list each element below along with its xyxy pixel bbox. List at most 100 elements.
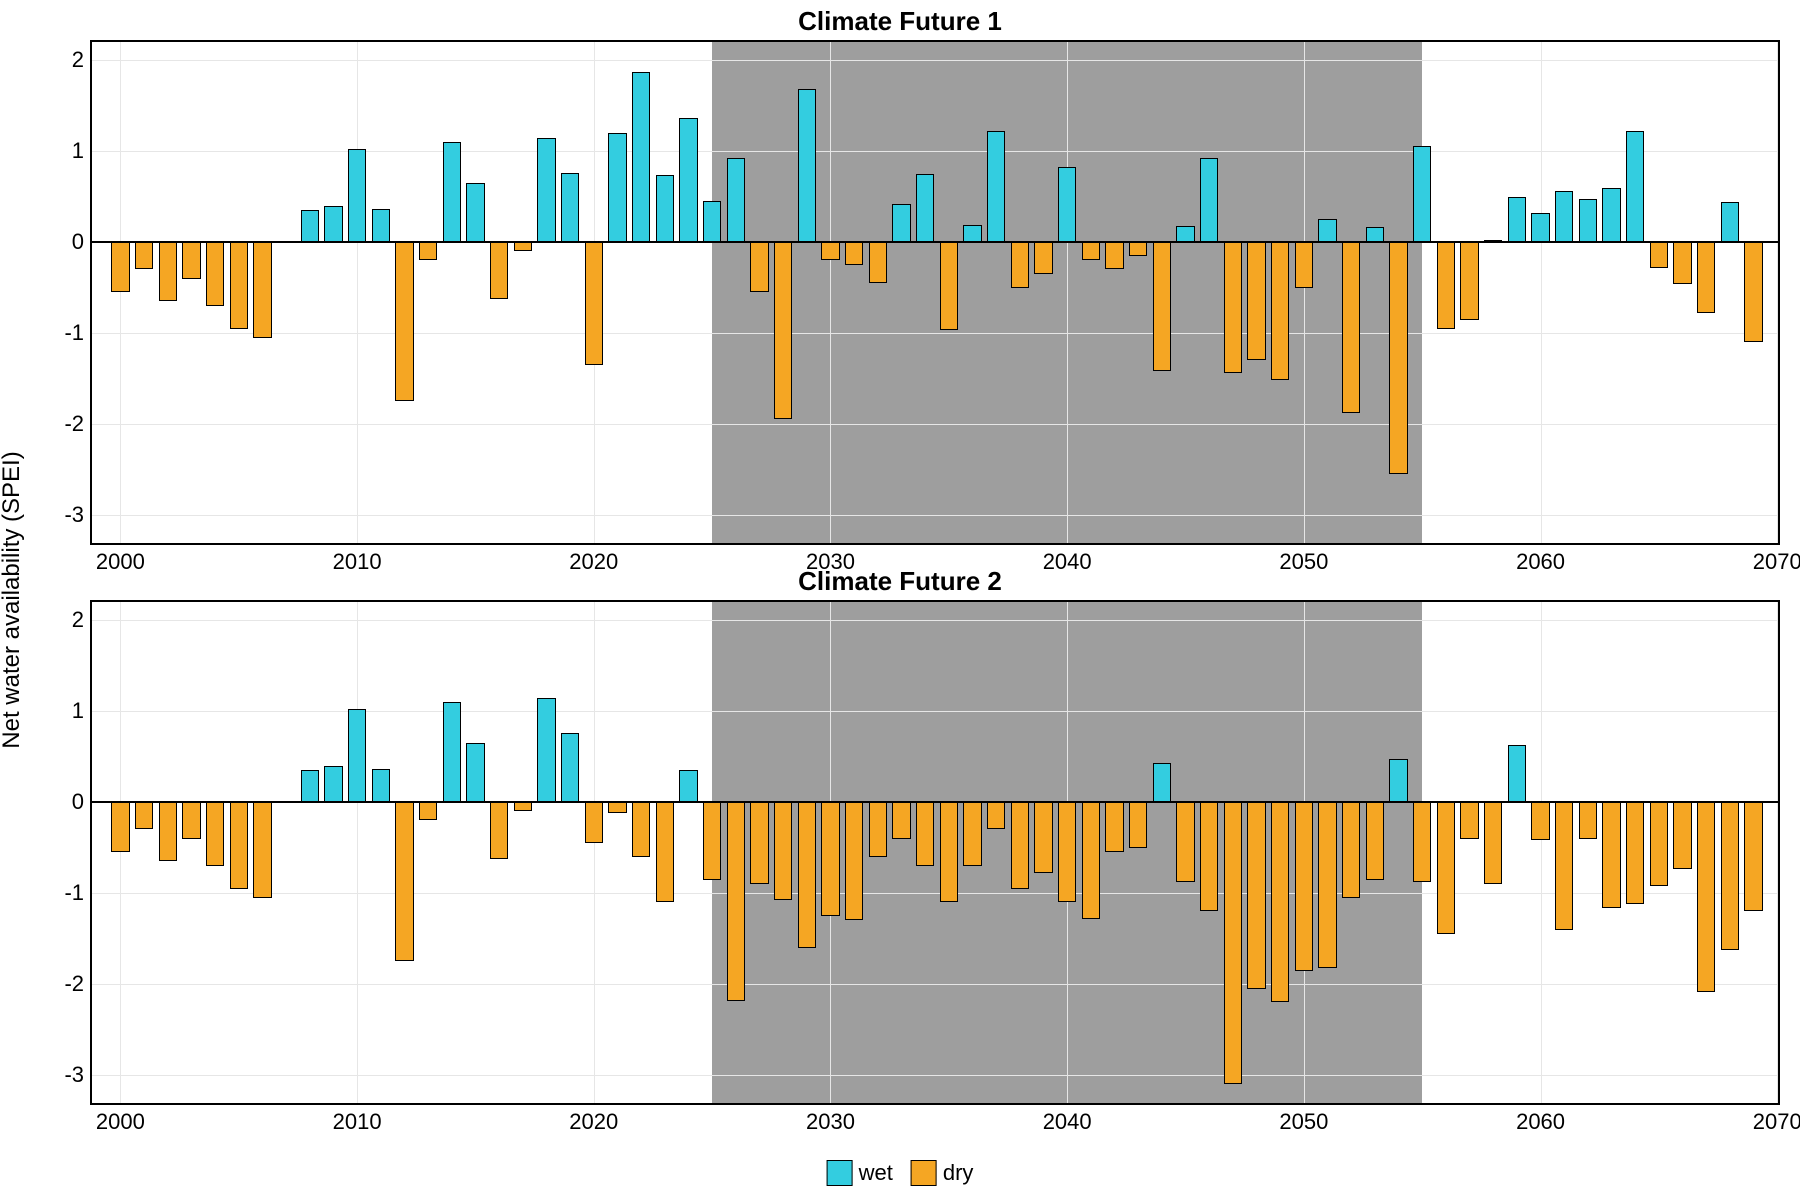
legend-label: dry	[943, 1160, 974, 1186]
gridline-v	[120, 602, 121, 1103]
bar-dry	[1389, 242, 1407, 474]
bar-dry	[845, 802, 863, 920]
y-axis-label: Net water availability (SPEI)	[0, 451, 26, 748]
x-tick-label: 2040	[1043, 549, 1092, 575]
y-tick-label: -3	[64, 1062, 84, 1088]
gridline-v	[594, 602, 595, 1103]
bar-dry	[1721, 802, 1739, 949]
y-tick-label: 1	[72, 138, 84, 164]
bar-dry	[1579, 802, 1597, 838]
y-tick-label: 0	[72, 789, 84, 815]
x-tick-label: 2010	[333, 549, 382, 575]
panel-2-title: Climate Future 2	[798, 566, 1002, 597]
bar-dry	[1366, 802, 1384, 879]
bar-dry	[1011, 242, 1029, 287]
bar-dry	[750, 802, 768, 884]
bar-dry	[1342, 242, 1360, 413]
bar-dry	[869, 242, 887, 283]
bar-dry	[253, 242, 271, 338]
bar-wet	[372, 769, 390, 802]
bar-wet	[656, 175, 674, 242]
bar-dry	[1555, 802, 1573, 929]
gridline-h	[92, 711, 1778, 712]
bar-wet	[1626, 131, 1644, 242]
bar-wet	[561, 733, 579, 802]
bar-dry	[1200, 802, 1218, 911]
bar-wet	[987, 131, 1005, 242]
y-tick-label: 1	[72, 698, 84, 724]
bar-dry	[1744, 242, 1762, 342]
bar-dry	[1105, 802, 1123, 852]
x-tick-label: 2030	[806, 1109, 855, 1135]
bar-dry	[1697, 242, 1715, 313]
bar-dry	[1460, 802, 1478, 838]
gridline-h	[92, 333, 1778, 334]
legend-swatch	[911, 1160, 937, 1186]
zero-line	[92, 241, 1778, 243]
bar-dry	[1437, 802, 1455, 934]
bar-wet	[1366, 227, 1384, 242]
bar-dry	[1318, 802, 1336, 968]
bar-dry	[821, 802, 839, 916]
gridline-v	[1541, 602, 1542, 1103]
bar-dry	[703, 802, 721, 879]
gridline-h	[92, 893, 1778, 894]
bar-dry	[230, 802, 248, 888]
y-tick-label: -1	[64, 320, 84, 346]
figure: Net water availability (SPEI) Climate Fu…	[0, 0, 1800, 1200]
bar-dry	[206, 242, 224, 306]
bar-wet	[727, 158, 745, 242]
bar-dry	[1224, 802, 1242, 1084]
y-tick-label: -1	[64, 880, 84, 906]
bar-dry	[1082, 802, 1100, 918]
y-tick-label: -2	[64, 411, 84, 437]
panel-climate-future-2: -3-2-10122000201020202030204020502060207…	[90, 600, 1780, 1105]
bar-wet	[372, 209, 390, 242]
bar-wet	[1508, 197, 1526, 242]
gridline-h	[92, 60, 1778, 61]
bar-dry	[111, 802, 129, 852]
bar-dry	[1058, 802, 1076, 902]
bar-wet	[443, 702, 461, 802]
gridline-v	[357, 42, 358, 543]
panel-climate-future-1: -3-2-10122000201020202030204020502060207…	[90, 40, 1780, 545]
x-tick-label: 2020	[569, 549, 618, 575]
bar-dry	[963, 802, 981, 866]
bar-dry	[1129, 242, 1147, 256]
bar-dry	[774, 802, 792, 900]
bar-wet	[679, 118, 697, 242]
bar-wet	[348, 149, 366, 242]
bar-wet	[916, 174, 934, 242]
bar-dry	[1271, 242, 1289, 380]
bar-dry	[514, 242, 532, 251]
zero-line	[92, 801, 1778, 803]
y-tick-label: 0	[72, 229, 84, 255]
bar-dry	[1034, 242, 1052, 274]
gridline-h	[92, 1075, 1778, 1076]
x-tick-label: 2070	[1753, 549, 1800, 575]
bar-wet	[1721, 202, 1739, 242]
bar-dry	[182, 802, 200, 838]
bar-dry	[135, 802, 153, 829]
bar-wet	[1413, 146, 1431, 242]
x-tick-label: 2050	[1279, 549, 1328, 575]
bar-wet	[1176, 226, 1194, 242]
bar-wet	[466, 183, 484, 242]
bar-dry	[490, 242, 508, 299]
bar-wet	[1153, 763, 1171, 802]
bar-wet	[608, 133, 626, 242]
x-tick-label: 2070	[1753, 1109, 1800, 1135]
bar-dry	[1650, 242, 1668, 267]
gridline-v	[120, 42, 121, 543]
y-tick-label: 2	[72, 607, 84, 633]
bar-dry	[1034, 802, 1052, 873]
x-tick-label: 2020	[569, 1109, 618, 1135]
x-tick-label: 2010	[333, 1109, 382, 1135]
bar-dry	[940, 802, 958, 902]
bar-wet	[798, 89, 816, 242]
y-tick-label: -3	[64, 502, 84, 528]
bar-wet	[443, 142, 461, 242]
bar-dry	[159, 802, 177, 861]
bar-dry	[490, 802, 508, 859]
gridline-v	[1304, 42, 1305, 543]
